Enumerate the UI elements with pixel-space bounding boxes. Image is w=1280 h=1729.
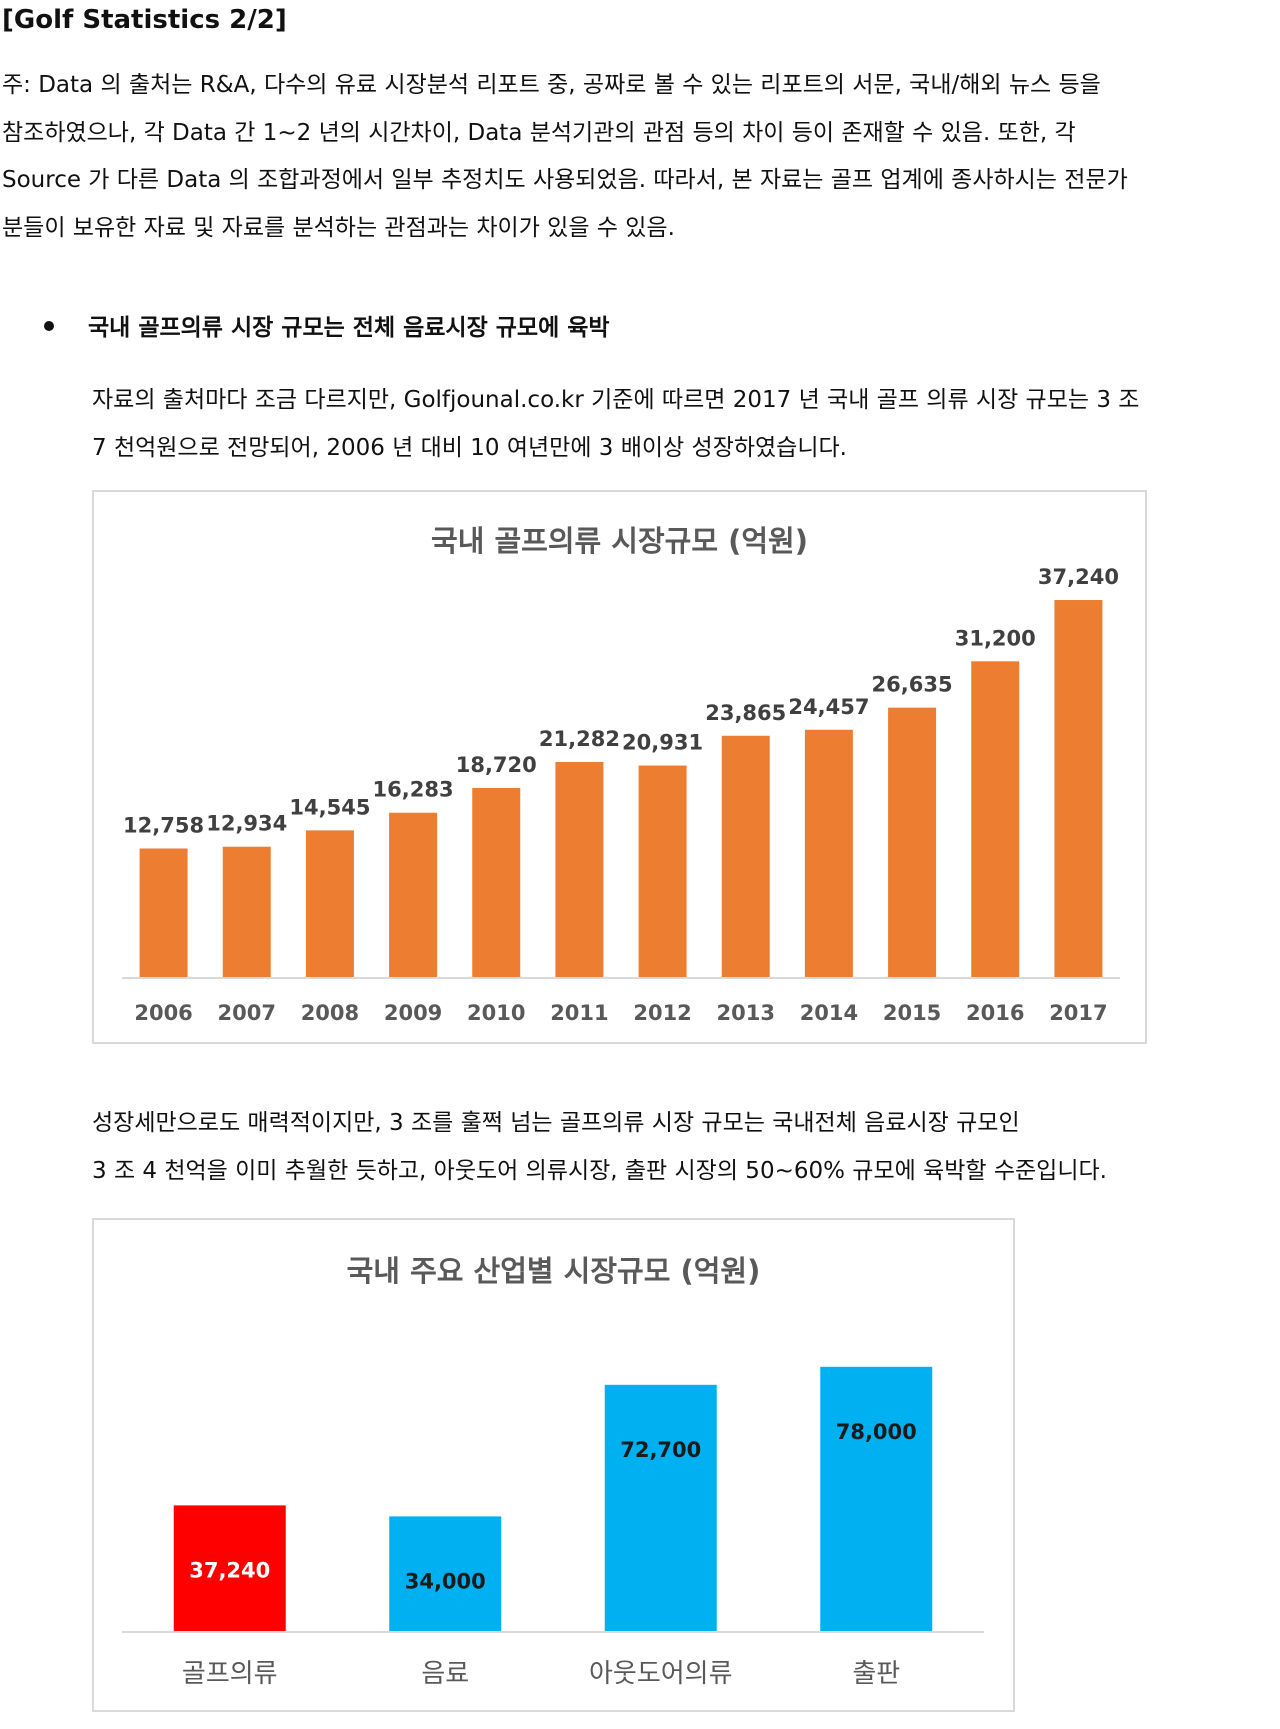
data-label-2010: 18,720 — [456, 753, 537, 777]
data-label-아웃도어의류: 72,700 — [620, 1438, 701, 1462]
x-tick-2013: 2013 — [717, 1001, 775, 1025]
bar-아웃도어의류 — [604, 1384, 717, 1632]
x-tick-2010: 2010 — [467, 1001, 525, 1025]
data-label-2009: 16,283 — [373, 778, 454, 802]
data-label-2015: 26,635 — [872, 673, 953, 697]
source-note: 주: Data 의 출처는 R&A, 다수의 유료 시장분석 리포트 중, 공짜… — [2, 62, 1274, 252]
data-label-2017: 37,240 — [1038, 565, 1119, 589]
bar-2008 — [305, 830, 354, 978]
data-label-2012: 20,931 — [622, 731, 703, 755]
x-tick-2015: 2015 — [883, 1001, 941, 1025]
x-tick-2014: 2014 — [800, 1001, 858, 1025]
x-tick-2011: 2011 — [550, 1001, 608, 1025]
bar-출판 — [820, 1366, 933, 1632]
data-label-2014: 24,457 — [788, 695, 869, 719]
bar-2015 — [888, 707, 937, 978]
data-label-음료: 34,000 — [405, 1569, 486, 1593]
x-tick-2007: 2007 — [218, 1001, 276, 1025]
bar-2016 — [971, 661, 1020, 978]
bar-2007 — [222, 846, 271, 978]
note-line: 참조하였으나, 각 Data 간 1~2 년의 시간차이, Data 분석기관의… — [2, 119, 1076, 146]
x-tick-출판: 출판 — [852, 1659, 900, 1689]
paragraph-line: 7 천억원으로 전망되어, 2006 년 대비 10 여년만에 3 배이상 성장… — [92, 434, 847, 461]
x-tick-골프의류: 골프의류 — [182, 1659, 278, 1689]
note-line: 분들이 보유한 자료 및 자료를 분석하는 관점과는 차이가 있을 수 있음. — [2, 214, 675, 241]
page-title: [Golf Statistics 2/2] — [2, 5, 287, 35]
bar-2010 — [472, 787, 521, 978]
data-label-2007: 12,934 — [206, 812, 287, 836]
paragraph-line: 성장세만으로도 매력적이지만, 3 조를 훌쩍 넘는 골프의류 시장 규모는 국… — [92, 1110, 1020, 1136]
bar-2014 — [804, 729, 853, 978]
bar-골프의류 — [173, 1505, 286, 1632]
data-label-2011: 21,282 — [539, 727, 620, 751]
paragraph-growth: 자료의 출처마다 조금 다르지만, Golfjounal.co.kr 기준에 따… — [92, 377, 1139, 472]
chart-canvas: 12,758 2006 12,934 2007 14,545 2008 16,283 2009… — [122, 565, 1120, 1025]
x-tick-2009: 2009 — [384, 1001, 442, 1025]
section-heading: 국내 골프의류 시장 규모는 전체 음료시장 규모에 육박 — [44, 310, 610, 346]
x-tick-2017: 2017 — [1049, 1001, 1107, 1025]
bar-2013 — [721, 735, 770, 978]
bullet-icon — [44, 320, 54, 331]
bar-2012 — [638, 765, 687, 978]
note-line: Source 가 다른 Data 의 조합과정에서 일부 추정치도 사용되었음.… — [2, 167, 1128, 193]
paragraph-line: 3 조 4 천억을 이미 추월한 듯하고, 아웃도어 의류시장, 출판 시장의 … — [92, 1157, 1107, 1184]
bar-2011 — [555, 761, 604, 978]
x-tick-2016: 2016 — [966, 1001, 1024, 1025]
chart-title: 국내 주요 산업별 시장규모 (억원) — [346, 1254, 761, 1288]
bar-2009 — [389, 812, 438, 978]
paragraph-line: 자료의 출처마다 조금 다르지만, Golfjounal.co.kr 기준에 따… — [92, 387, 1140, 413]
bar-음료 — [389, 1516, 502, 1632]
bar-2017 — [1054, 600, 1103, 978]
data-label-2006: 12,758 — [123, 814, 204, 838]
section-heading-text: 국내 골프의류 시장 규모는 전체 음료시장 규모에 육박 — [88, 315, 610, 341]
data-label-출판: 78,000 — [836, 1420, 917, 1444]
x-tick-2006: 2006 — [134, 1001, 192, 1025]
data-label-2016: 31,200 — [955, 626, 1036, 650]
industry-market-chart: 국내 주요 산업별 시장규모 (억원) 37,240 골프의류 34,000 음료 72… — [92, 1218, 1015, 1712]
chart-canvas: 37,240 골프의류 34,000 음료 72,700 아웃도어의류 78,000 출판 — [122, 1366, 984, 1689]
x-tick-음료: 음료 — [421, 1659, 469, 1689]
data-label-2013: 23,865 — [705, 701, 786, 725]
data-label-골프의류: 37,240 — [189, 1558, 270, 1582]
golf-apparel-market-chart: 국내 골프의류 시장규모 (억원) 12,758 2006 12,934 2007 14… — [92, 490, 1147, 1044]
paragraph-comparison: 성장세만으로도 매력적이지만, 3 조를 훌쩍 넘는 골프의류 시장 규모는 국… — [92, 1100, 1107, 1195]
chart-title: 국내 골프의류 시장규모 (억원) — [431, 524, 808, 558]
bar-2006 — [139, 848, 188, 978]
x-tick-2008: 2008 — [301, 1001, 359, 1025]
x-tick-아웃도어의류: 아웃도어의류 — [589, 1659, 733, 1689]
x-tick-2012: 2012 — [633, 1001, 691, 1025]
data-label-2008: 14,545 — [289, 795, 370, 819]
note-line: 주: Data 의 출처는 R&A, 다수의 유료 시장분석 리포트 중, 공짜… — [2, 72, 1101, 98]
